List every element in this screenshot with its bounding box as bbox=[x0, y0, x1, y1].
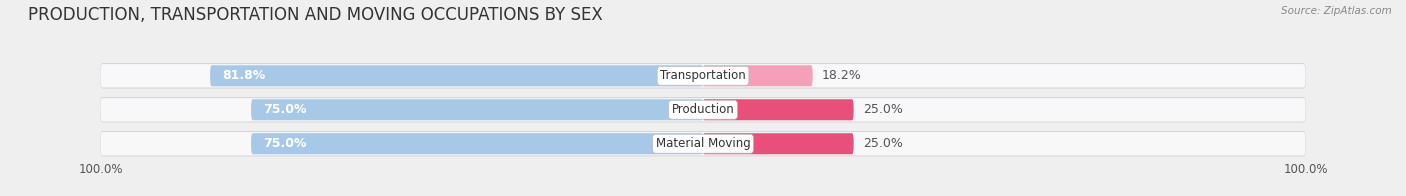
FancyBboxPatch shape bbox=[703, 65, 813, 86]
FancyBboxPatch shape bbox=[100, 64, 1306, 88]
Text: 81.8%: 81.8% bbox=[222, 69, 266, 82]
Text: 25.0%: 25.0% bbox=[863, 137, 903, 150]
Text: PRODUCTION, TRANSPORTATION AND MOVING OCCUPATIONS BY SEX: PRODUCTION, TRANSPORTATION AND MOVING OC… bbox=[28, 6, 603, 24]
FancyBboxPatch shape bbox=[100, 98, 1306, 122]
Text: 25.0%: 25.0% bbox=[863, 103, 903, 116]
Text: 75.0%: 75.0% bbox=[263, 103, 307, 116]
FancyBboxPatch shape bbox=[209, 65, 703, 86]
Legend: Male, Female: Male, Female bbox=[640, 195, 766, 196]
FancyBboxPatch shape bbox=[703, 99, 853, 120]
FancyBboxPatch shape bbox=[100, 98, 1306, 121]
Text: Transportation: Transportation bbox=[661, 69, 745, 82]
Text: 75.0%: 75.0% bbox=[263, 137, 307, 150]
FancyBboxPatch shape bbox=[252, 99, 703, 120]
FancyBboxPatch shape bbox=[100, 132, 1306, 155]
Text: Production: Production bbox=[672, 103, 734, 116]
Text: Source: ZipAtlas.com: Source: ZipAtlas.com bbox=[1281, 6, 1392, 16]
FancyBboxPatch shape bbox=[100, 64, 1306, 87]
FancyBboxPatch shape bbox=[252, 133, 703, 154]
Text: Material Moving: Material Moving bbox=[655, 137, 751, 150]
FancyBboxPatch shape bbox=[100, 132, 1306, 156]
FancyBboxPatch shape bbox=[703, 133, 853, 154]
Text: 18.2%: 18.2% bbox=[821, 69, 862, 82]
